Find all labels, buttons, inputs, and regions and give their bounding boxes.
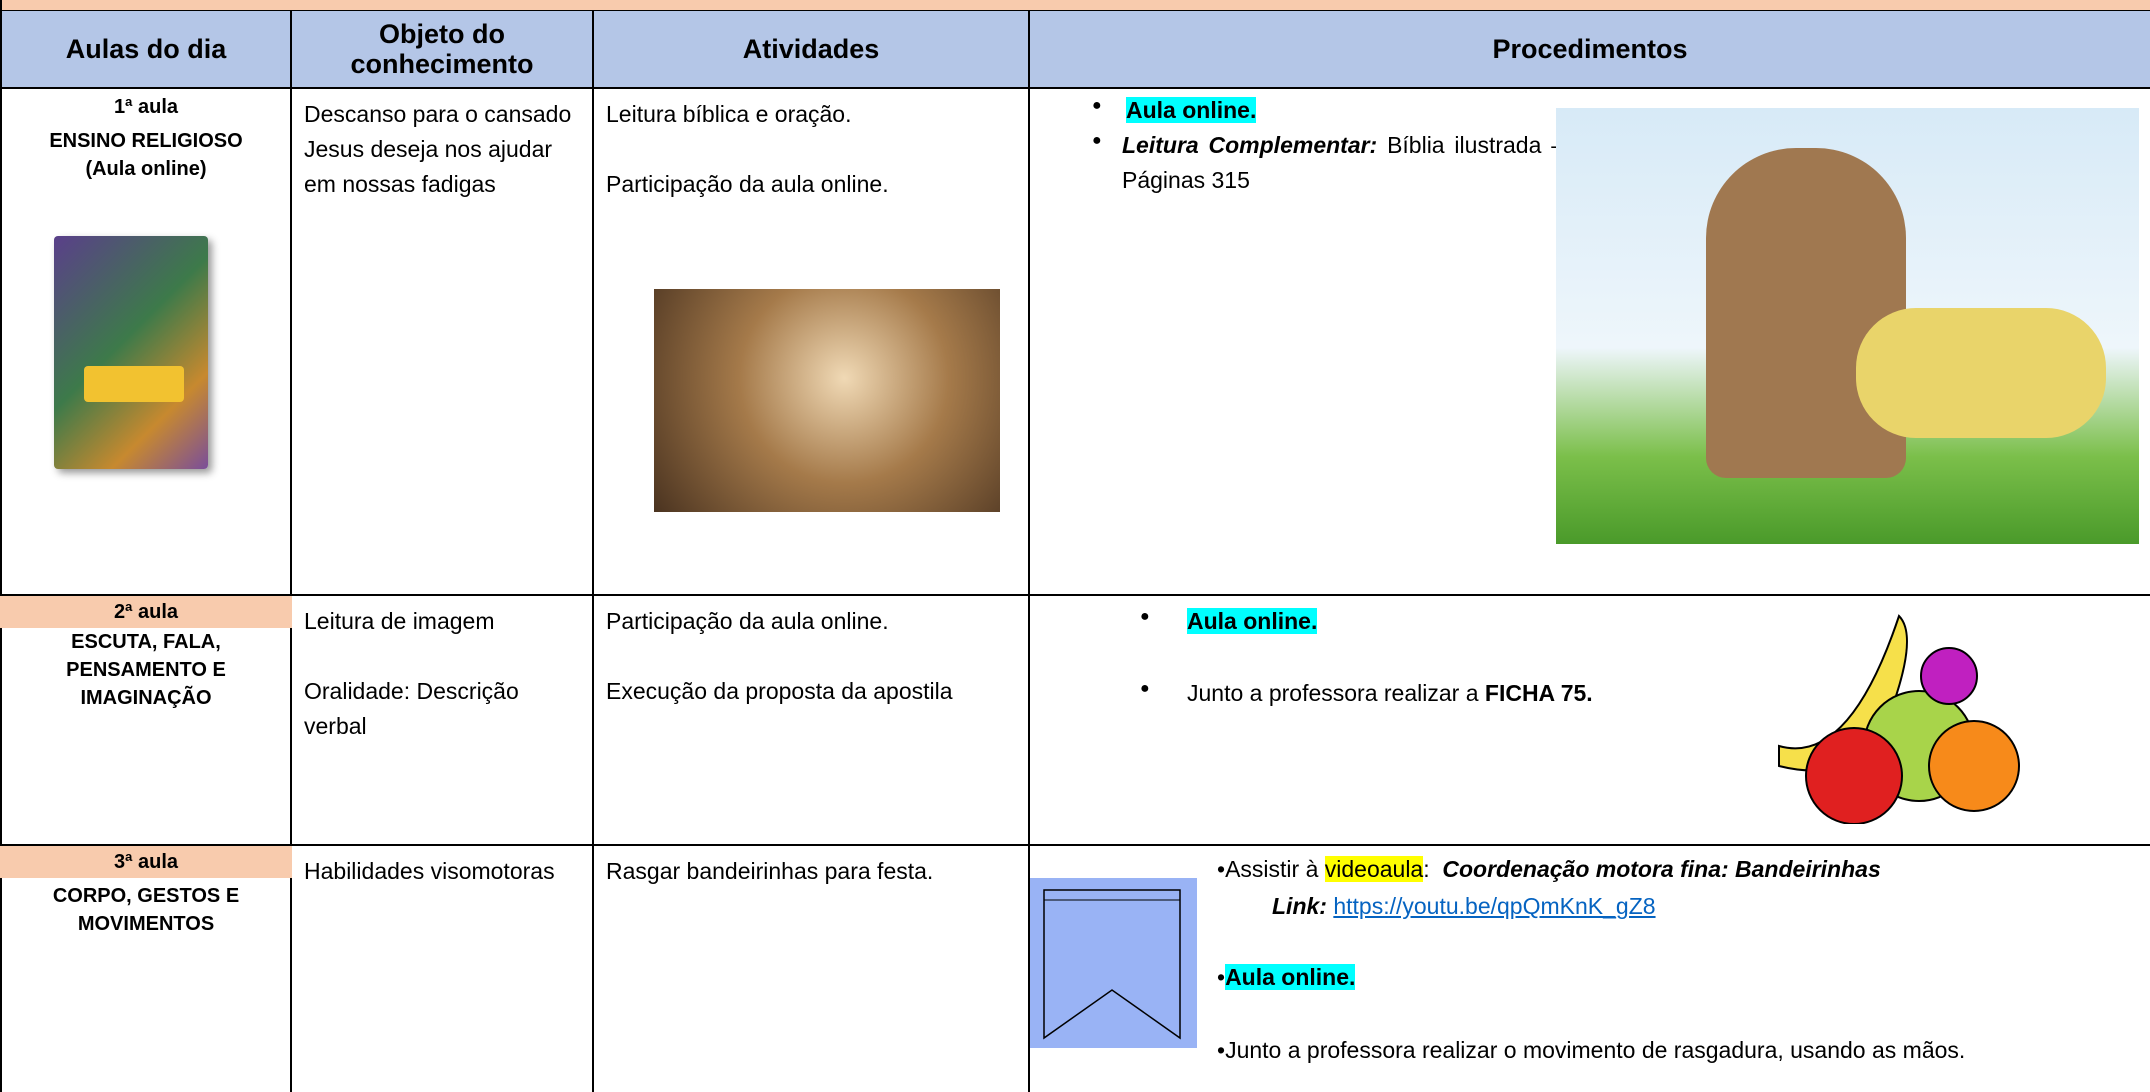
pennant-bg [1030,878,1197,1048]
procedure-text: Junto a professora realizar a FICHA 75. [1187,676,1593,711]
text: : [1423,856,1430,882]
atividade-text: Leitura bíblica e oração. [606,101,852,127]
aula-cell: 2ª aula ESCUTA, FALA, PENSAMENTO E IMAGI… [0,596,292,846]
subject: ENSINO RELIGIOSO [49,130,243,152]
header-cell: Procedimentos [1030,11,2150,89]
subject: CORPO, GESTOS E MOVIMENTOS [52,885,240,935]
header-text: Objeto do conhecimento [350,19,534,79]
atividades-cell: Participação da aula online. Execução da… [594,596,1030,846]
aula-label: 1ª aula [113,96,179,118]
procedure-text: •Assistir à videoaula: Coordenação motor… [1217,856,1881,882]
procedure-text: •Junto a professora realizar o movimento… [1217,1037,1966,1063]
procedimentos-cell: ● Aula online. ● Leitura Complementar: B… [1030,89,2150,596]
link[interactable]: https://youtu.be/qpQmKnK_gZ8 [1333,893,1656,919]
procedure-text: •Aula online. [1217,964,1356,990]
figure [1856,308,2106,438]
bullet: ● [1140,608,1150,625]
aula-cell: 1ª aula ENSINO RELIGIOSO (Aula online) [0,89,292,596]
procedure-text: Leitura Complementar: Bíblia ilustrada –… [1122,128,1564,198]
atividade-text: Participação da aula online. [606,171,889,197]
objeto-cell: Leitura de imagem Oralidade: Descrição v… [292,596,594,846]
note: (Aula online) [85,158,207,180]
bullet: ● [1092,97,1102,114]
objeto-cell: Habilidades visomotoras [292,846,594,1092]
pennant [1043,889,1181,1040]
aula-label: 2ª aula [0,596,292,628]
text: Junto a professora realizar a [1187,680,1479,706]
header-cell: Aulas do dia [0,11,292,89]
jesus-hug-image [654,289,1000,512]
bullet: ● [1140,680,1150,697]
book-image [54,236,208,469]
atividade-text: Rasgar bandeirinhas para festa. [606,858,934,884]
procedimentos-cell: ● Aula online. ● Junto a professora real… [1030,596,2150,846]
online-highlight: Aula online. [1126,97,1257,123]
atividades-cell: Rasgar bandeirinhas para festa. [594,846,1030,1092]
grapes [1920,647,1978,705]
online-highlight: Aula online. [1187,608,1318,634]
bullet: ● [1092,132,1102,149]
highlight: videoaula [1324,856,1424,882]
figure [1706,148,1906,478]
bold-text: FICHA 75. [1484,680,1593,706]
text: Assistir à [1225,856,1319,882]
pennant-image [1030,878,1197,1048]
objeto-text: Jesus deseja nos ajudar em nossas fadiga… [304,136,553,197]
atividade-text: Execução da proposta da apostila [606,678,953,704]
title: Coordenação motora fina: Bandeirinhas [1442,856,1881,882]
orange [1928,720,2020,812]
apple [1805,727,1903,824]
aula-label: 3ª aula [0,846,292,878]
header-cell: Atividades [594,11,1030,89]
fruit-image [1778,614,2020,824]
objeto-text: Oralidade: Descrição verbal [304,678,519,739]
procedimentos-cell: •Assistir à videoaula: Coordenação motor… [1030,846,2150,1092]
book-title-plate [84,366,184,402]
label: Link: [1272,893,1327,919]
text: Junto a professora realizar o movimento … [1225,1037,1966,1063]
objeto-text: Descanso para o cansado [304,101,572,127]
jesus-rest-image [1556,108,2139,544]
objeto-text: Habilidades visomotoras [304,858,555,884]
procedure-text: Link: https://youtu.be/qpQmKnK_gZ8 [1272,889,1656,924]
objeto-cell: Descanso para o cansado Jesus deseja nos… [292,89,594,596]
subject: ESCUTA, FALA, PENSAMENTO E IMAGINAÇÃO [66,631,226,709]
text: Bíblia ilustrada – Páginas 315 [1122,132,1565,193]
objeto-text: Leitura de imagem [304,608,495,634]
header-text: Atividades [742,34,880,64]
atividade-text: Participação da aula online. [606,608,889,634]
header-text: Aulas do dia [65,34,227,64]
label: Leitura Complementar: [1122,132,1378,158]
aula-cell: 3ª aula CORPO, GESTOS E MOVIMENTOS [0,846,292,1092]
header-cell: Objeto do conhecimento [292,11,594,89]
online-highlight: Aula online. [1225,964,1356,990]
atividades-cell: Leitura bíblica e oração. Participação d… [594,89,1030,596]
header-text: Procedimentos [1492,34,1688,64]
